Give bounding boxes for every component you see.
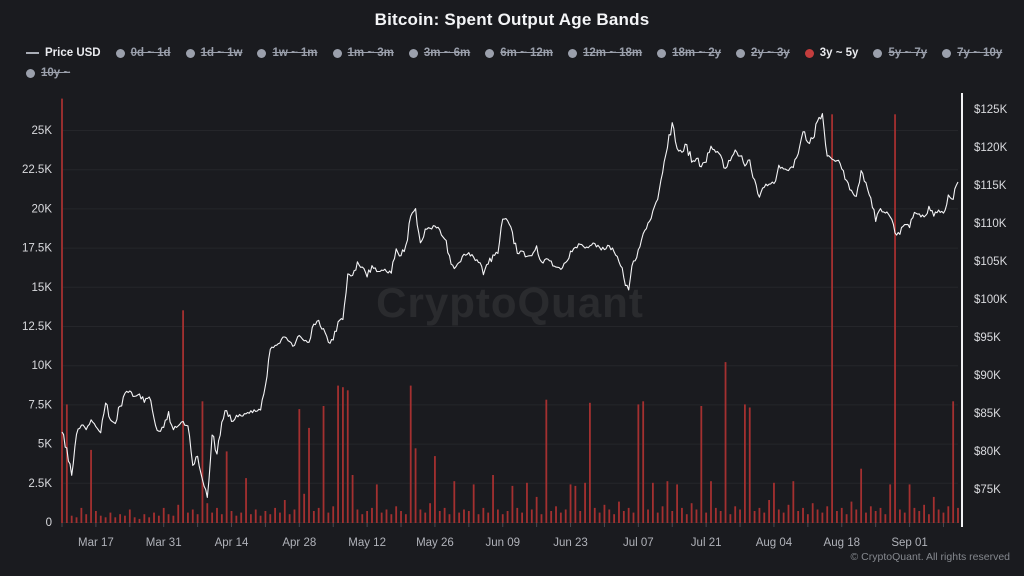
plot-area[interactable] bbox=[62, 95, 958, 523]
series-dot-icon bbox=[185, 48, 195, 58]
right-axis-label: $75K bbox=[974, 484, 1001, 496]
left-axis-label: 7.5K bbox=[28, 399, 52, 411]
x-axis-label: Apr 14 bbox=[215, 537, 249, 549]
right-axis-label: $115K bbox=[974, 180, 1007, 192]
series-dot-icon bbox=[257, 48, 267, 58]
legend-item-label: 6m ~ 12m bbox=[500, 47, 553, 59]
right-axis-label: $90K bbox=[974, 370, 1001, 382]
legend-item-10y[interactable]: 10y ~ bbox=[26, 66, 70, 80]
x-axis-label: May 26 bbox=[416, 537, 454, 549]
x-axis-label: Jun 09 bbox=[485, 537, 520, 549]
right-axis-label: $120K bbox=[974, 142, 1008, 154]
series-dot-icon bbox=[657, 48, 667, 58]
right-axis-label: $105K bbox=[974, 256, 1008, 268]
series-dot-icon bbox=[804, 48, 814, 58]
right-axis-label: $80K bbox=[974, 446, 1001, 458]
legend-item-label: 5y ~ 7y bbox=[888, 47, 928, 59]
series-dot-icon bbox=[332, 48, 342, 58]
legend-item-label: 12m ~ 18m bbox=[582, 47, 643, 59]
legend-item-2y-3y[interactable]: 2y ~ 3y bbox=[736, 46, 790, 60]
left-axis-label: 5K bbox=[38, 439, 52, 451]
left-axis-label: 17.5K bbox=[22, 243, 52, 255]
legend-item-12m-18m[interactable]: 12m ~ 18m bbox=[567, 46, 643, 60]
left-axis-label: 2.5K bbox=[28, 478, 52, 490]
page-title: Bitcoin: Spent Output Age Bands bbox=[374, 10, 650, 29]
left-axis-label: 12.5K bbox=[22, 321, 52, 333]
legend-item-label: Price USD bbox=[45, 47, 101, 59]
legend-item-label: 1m ~ 3m bbox=[347, 47, 394, 59]
series-dot-icon bbox=[485, 48, 495, 58]
legend-item-0d-1d[interactable]: 0d ~ 1d bbox=[115, 46, 171, 60]
left-axis-label: 0 bbox=[46, 517, 52, 529]
right-axis-label: $95K bbox=[974, 332, 1001, 344]
x-axis-label: May 12 bbox=[348, 537, 386, 549]
left-axis-label: 20K bbox=[32, 203, 53, 215]
series-dot-icon bbox=[408, 48, 418, 58]
x-axis-label: Mar 31 bbox=[146, 537, 182, 549]
x-axis-label: Apr 28 bbox=[282, 537, 316, 549]
copyright: © CryptoQuant. All rights reserved bbox=[850, 551, 1010, 563]
price-line-icon bbox=[26, 52, 39, 54]
series-dot-icon bbox=[567, 48, 577, 58]
left-axis-label: 22.5K bbox=[22, 164, 52, 176]
x-axis-label: Jul 21 bbox=[691, 537, 722, 549]
series-dot-icon bbox=[115, 48, 125, 58]
left-axis-label: 25K bbox=[32, 125, 53, 137]
legend-item-1d-1w[interactable]: 1d ~ 1w bbox=[185, 46, 243, 60]
series-dot-icon bbox=[26, 68, 35, 78]
legend-item-label: 10y ~ bbox=[41, 67, 71, 79]
series-dot-icon bbox=[736, 48, 746, 58]
legend-item-label: 3m ~ 6m bbox=[423, 47, 471, 59]
right-axis-label: $125K bbox=[974, 104, 1008, 116]
x-axis-label: Sep 01 bbox=[891, 537, 927, 549]
x-axis-label: Jul 07 bbox=[623, 537, 654, 549]
legend-item-3m-6m[interactable]: 3m ~ 6m bbox=[408, 46, 471, 60]
right-axis-label: $85K bbox=[974, 408, 1001, 420]
legend-item-1w-1m[interactable]: 1w ~ 1m bbox=[257, 46, 318, 60]
x-axis-label: Mar 17 bbox=[78, 537, 114, 549]
left-axis-label: 10K bbox=[32, 360, 53, 372]
legend-item-5y-7y[interactable]: 5y ~ 7y bbox=[873, 46, 927, 60]
left-axis-label: 15K bbox=[32, 282, 53, 294]
legend-item-label: 18m ~ 2y bbox=[672, 47, 722, 59]
x-axis-label: Jun 23 bbox=[553, 537, 588, 549]
right-axis-label: $100K bbox=[974, 294, 1008, 306]
legend-item-label: 7y ~ 10y bbox=[957, 47, 1003, 59]
legend: Price USD 0d ~ 1d 1d ~ 1w 1w ~ 1m 1m ~ 3m 3m … bbox=[26, 46, 1024, 80]
legend-item-7y-10y[interactable]: 7y ~ 10y bbox=[942, 46, 1002, 60]
series-dot-icon bbox=[873, 48, 883, 58]
series-dot-icon bbox=[942, 48, 952, 58]
legend-item-3y-5y[interactable]: 3y ~ 5y bbox=[804, 46, 859, 60]
legend-item-label: 2y ~ 3y bbox=[751, 47, 790, 59]
legend-item-18m-2y[interactable]: 18m ~ 2y bbox=[657, 46, 721, 60]
x-axis-label: Aug 04 bbox=[756, 537, 793, 549]
legend-item-label: 1w ~ 1m bbox=[272, 47, 318, 59]
legend-item-label: 3y ~ 5y bbox=[819, 47, 859, 59]
legend-item-6m-12m[interactable]: 6m ~ 12m bbox=[485, 46, 553, 60]
legend-item-1m-3m[interactable]: 1m ~ 3m bbox=[332, 46, 394, 60]
legend-item-label: 0d ~ 1d bbox=[130, 47, 171, 59]
x-axis-label: Aug 18 bbox=[824, 537, 860, 549]
right-axis-label: $110K bbox=[974, 218, 1007, 230]
legend-item-label: 1d ~ 1w bbox=[200, 47, 243, 59]
legend-item-price-usd[interactable]: Price USD bbox=[26, 46, 101, 60]
